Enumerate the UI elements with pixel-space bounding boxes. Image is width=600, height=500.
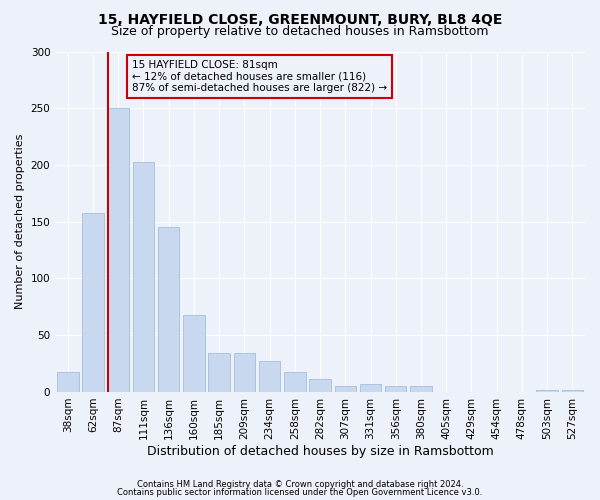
Text: Size of property relative to detached houses in Ramsbottom: Size of property relative to detached ho… [111,25,489,38]
Bar [562,390,583,392]
Bar [107,108,129,392]
Bar [360,384,381,392]
Bar [133,162,154,392]
Bar [385,386,406,392]
Bar [208,354,230,392]
Text: 15, HAYFIELD CLOSE, GREENMOUNT, BURY, BL8 4QE: 15, HAYFIELD CLOSE, GREENMOUNT, BURY, BL… [98,12,502,26]
Bar [284,372,305,392]
Bar [410,386,432,392]
Bar [259,362,280,392]
Bar [233,354,255,392]
Bar [335,386,356,392]
Bar [183,315,205,392]
Text: Contains public sector information licensed under the Open Government Licence v3: Contains public sector information licen… [118,488,482,497]
Text: Contains HM Land Registry data © Crown copyright and database right 2024.: Contains HM Land Registry data © Crown c… [137,480,463,489]
X-axis label: Distribution of detached houses by size in Ramsbottom: Distribution of detached houses by size … [147,444,493,458]
Bar [158,228,179,392]
Bar [57,372,79,392]
Bar [536,390,558,392]
Text: 15 HAYFIELD CLOSE: 81sqm
← 12% of detached houses are smaller (116)
87% of semi-: 15 HAYFIELD CLOSE: 81sqm ← 12% of detach… [132,60,387,93]
Y-axis label: Number of detached properties: Number of detached properties [15,134,25,310]
Bar [82,212,104,392]
Bar [310,380,331,392]
